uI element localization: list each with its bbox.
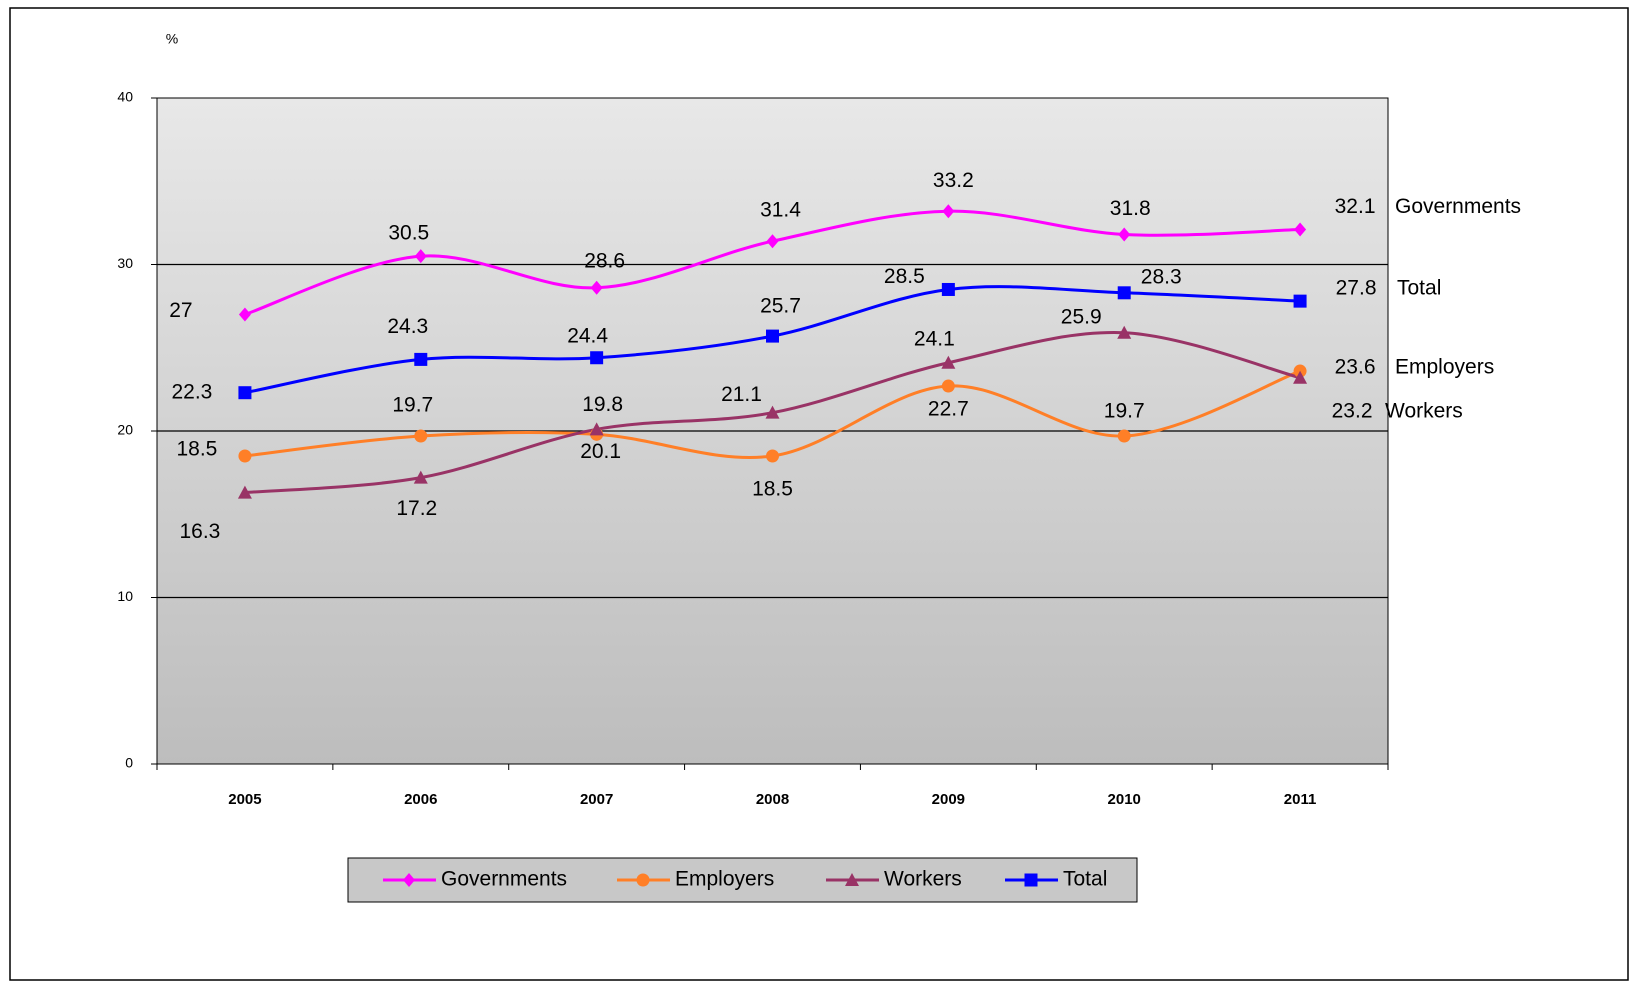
data-label: 22.3 xyxy=(171,380,212,403)
y-axis-label: % xyxy=(166,31,178,47)
data-label: 18.5 xyxy=(176,438,217,461)
marker xyxy=(1117,286,1131,300)
x-tick-label: 2005 xyxy=(228,791,261,808)
marker xyxy=(1294,222,1307,237)
data-label: 28.5 xyxy=(884,265,925,288)
y-tick-label: 40 xyxy=(117,89,133,105)
legend-label: Total xyxy=(1063,868,1107,891)
marker xyxy=(1117,325,1132,339)
marker xyxy=(766,449,779,463)
marker xyxy=(1118,227,1131,242)
x-tick-label: 2011 xyxy=(1284,791,1317,808)
y-tick-label: 10 xyxy=(117,588,133,604)
data-label: 32.1 xyxy=(1335,195,1376,218)
data-label: 33.2 xyxy=(933,169,974,192)
marker xyxy=(237,485,252,499)
series-end-label: Total xyxy=(1397,277,1441,300)
legend-label: Workers xyxy=(884,868,962,891)
data-label: 18.5 xyxy=(752,478,793,501)
data-label: 27.8 xyxy=(1336,277,1377,300)
x-tick-label: 2008 xyxy=(756,791,789,808)
marker xyxy=(413,470,428,484)
data-label: 25.9 xyxy=(1061,305,1102,328)
legend-label: Governments xyxy=(441,868,567,891)
data-label: 19.8 xyxy=(582,393,623,416)
data-label: 30.5 xyxy=(388,222,429,245)
data-label: 22.7 xyxy=(928,398,969,421)
marker xyxy=(766,234,779,249)
marker xyxy=(414,429,428,443)
marker xyxy=(238,386,252,400)
marker xyxy=(238,307,251,322)
data-label: 31.8 xyxy=(1110,197,1151,220)
data-label: 19.7 xyxy=(392,394,433,417)
y-tick-label: 20 xyxy=(117,422,133,438)
data-label: 25.7 xyxy=(760,295,801,318)
marker xyxy=(414,249,427,264)
y-tick-label: 0 xyxy=(125,755,133,771)
data-label: 28.3 xyxy=(1141,265,1182,288)
data-label: 23.2 xyxy=(1332,399,1373,422)
data-label: 21.1 xyxy=(721,383,762,406)
data-label: 19.7 xyxy=(1104,400,1145,423)
legend-label: Employers xyxy=(675,868,774,891)
series-end-label: Employers xyxy=(1395,356,1494,379)
series-end-label: Workers xyxy=(1385,399,1463,422)
y-tick-label: 30 xyxy=(117,255,133,271)
marker xyxy=(403,873,415,887)
marker xyxy=(590,280,603,295)
data-label: 16.3 xyxy=(179,520,220,543)
data-label: 23.6 xyxy=(1335,356,1376,379)
data-label: 27 xyxy=(169,299,192,322)
marker xyxy=(942,204,955,219)
marker xyxy=(414,352,428,366)
marker xyxy=(941,282,955,296)
series-end-label: Governments xyxy=(1395,195,1521,218)
data-label: 24.4 xyxy=(567,324,608,347)
marker xyxy=(636,873,650,887)
x-tick-label: 2007 xyxy=(580,791,613,808)
marker xyxy=(1293,294,1307,308)
x-tick-label: 2009 xyxy=(932,791,965,808)
data-label: 31.4 xyxy=(760,199,801,222)
x-tick-label: 2010 xyxy=(1108,791,1141,808)
marker xyxy=(238,449,252,463)
marker xyxy=(941,379,955,393)
marker xyxy=(1117,429,1131,443)
data-label: 28.6 xyxy=(584,249,625,272)
marker xyxy=(765,405,780,419)
data-label: 24.3 xyxy=(387,315,428,338)
x-tick-label: 2006 xyxy=(404,791,437,808)
marker xyxy=(1024,873,1038,887)
data-label: 17.2 xyxy=(396,497,437,520)
data-label: 20.1 xyxy=(580,440,621,463)
marker xyxy=(845,873,859,886)
marker xyxy=(1293,370,1308,384)
marker xyxy=(589,422,604,436)
data-label: 24.1 xyxy=(914,327,955,350)
marker xyxy=(590,351,604,365)
marker xyxy=(766,329,779,343)
marker xyxy=(941,355,956,369)
